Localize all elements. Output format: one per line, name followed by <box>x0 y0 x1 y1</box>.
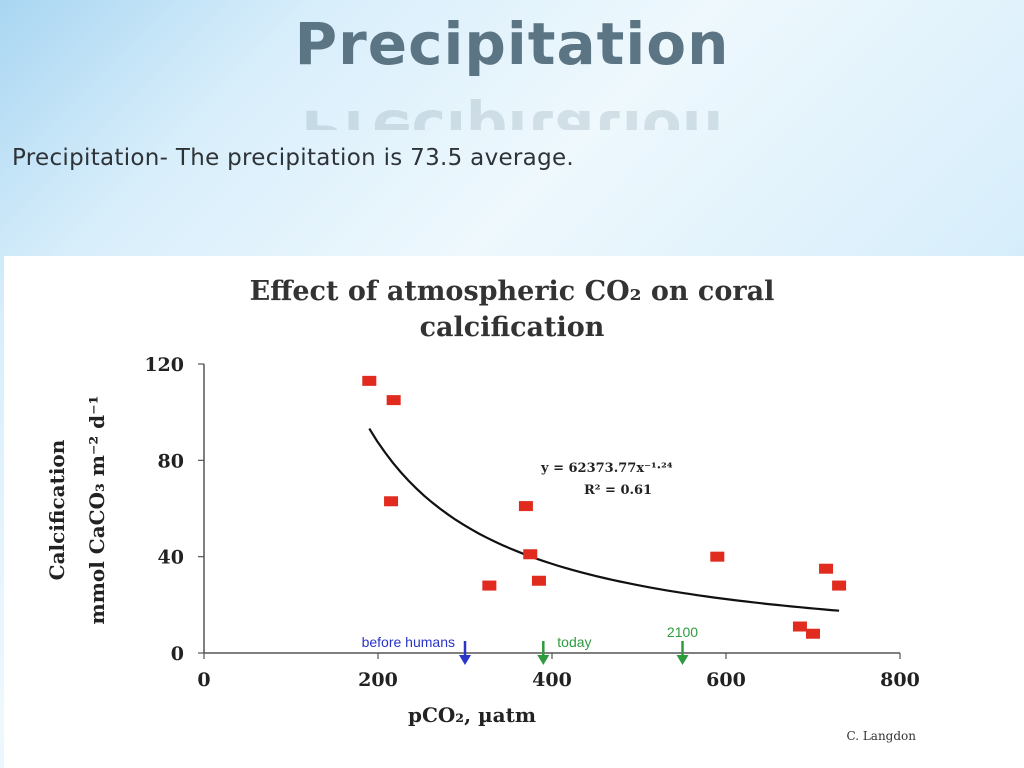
chart: Effect of atmospheric CO₂ on coral calci… <box>45 276 920 743</box>
data-point <box>518 501 533 512</box>
chart-panel: Effect of atmospheric CO₂ on coral calci… <box>4 256 1024 768</box>
era-label: before humans <box>362 634 455 650</box>
data-point <box>819 563 834 574</box>
data-point <box>531 575 546 586</box>
x-tick-label: 600 <box>706 669 746 691</box>
data-point <box>384 496 399 507</box>
tick-labels: 0 200 400 600 800 0 40 80 120 <box>144 354 920 691</box>
era-marker: today <box>537 634 592 665</box>
data-point <box>362 375 377 386</box>
y-tick-label: 40 <box>158 547 184 569</box>
era-label: 2100 <box>667 624 698 640</box>
x-axis-label: pCO₂, µatm <box>408 703 536 727</box>
y-axis-label-line2: mmol CaCO₃ m⁻² d⁻¹ <box>85 396 109 625</box>
trend-r-squared: R² = 0.61 <box>584 483 652 498</box>
era-arrow-head <box>459 655 471 665</box>
y-axis-title: Calcification mmol CaCO₃ m⁻² d⁻¹ <box>45 396 109 625</box>
data-point <box>792 621 807 632</box>
trend-equation: y = 62373.77x⁻¹·²⁴ <box>540 461 673 476</box>
era-arrow-head <box>676 655 689 665</box>
data-point <box>710 551 725 562</box>
x-tick-label: 0 <box>197 669 210 691</box>
era-marker: before humans <box>362 634 471 665</box>
data-point <box>832 580 847 591</box>
slide-title: Precipitation <box>294 10 730 78</box>
x-tick-label: 400 <box>532 669 572 691</box>
y-axis-label-line1: Calcification <box>45 439 69 580</box>
era-marker: 2100 <box>667 624 698 665</box>
era-arrow-head <box>537 655 550 665</box>
y-tick-label: 120 <box>144 354 184 376</box>
data-point <box>386 395 401 406</box>
chart-credit: C. Langdon <box>846 729 916 743</box>
trendline <box>368 428 840 612</box>
y-tick-label: 80 <box>158 450 184 472</box>
slide-body-text: Precipitation- The precipitation is 73.5… <box>12 145 575 171</box>
chart-title-line2: calcification <box>420 312 605 343</box>
slide-title-reflection: Precipitation <box>0 96 1024 130</box>
y-tick-label: 0 <box>171 643 184 665</box>
era-annotations: before humans today 2100 <box>362 624 698 665</box>
era-label: today <box>557 634 591 650</box>
chart-title-line1: Effect of atmospheric CO₂ on coral <box>250 276 775 307</box>
x-tick-label: 200 <box>358 669 398 691</box>
data-points <box>362 375 847 639</box>
data-point <box>482 580 497 591</box>
x-tick-label: 800 <box>880 669 920 691</box>
trendline-layer <box>368 428 840 612</box>
axes <box>198 363 901 659</box>
data-point <box>523 549 538 560</box>
data-point <box>806 628 820 639</box>
